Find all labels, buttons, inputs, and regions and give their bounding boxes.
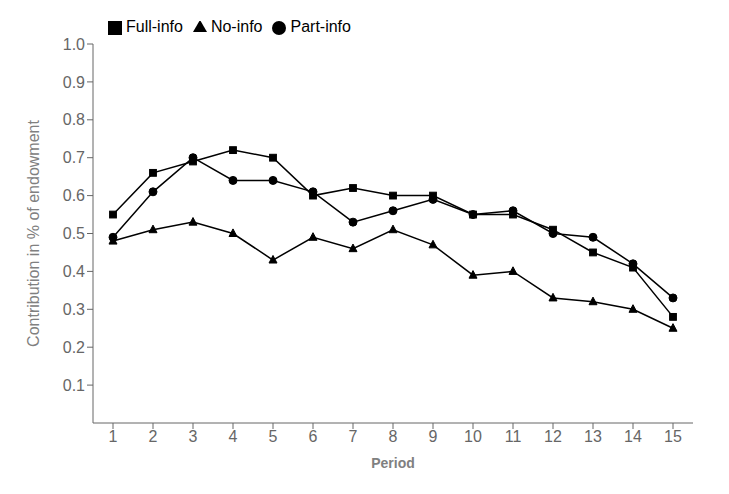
svg-text:Contribution in % of endowment: Contribution in % of endowment (25, 120, 42, 347)
svg-text:12: 12 (544, 428, 562, 445)
svg-text:8: 8 (389, 428, 398, 445)
svg-text:4: 4 (229, 428, 238, 445)
svg-text:10: 10 (464, 428, 482, 445)
svg-text:0.5: 0.5 (63, 225, 85, 242)
html-text:Part-info: Part-info (290, 18, 351, 35)
svg-text:0.8: 0.8 (63, 111, 85, 128)
svg-text:9: 9 (429, 428, 438, 445)
svg-text:Period: Period (371, 455, 415, 471)
svg-text:1.0: 1.0 (63, 36, 85, 53)
svg-text:2: 2 (149, 428, 158, 445)
svg-text:0.2: 0.2 (63, 339, 85, 356)
svg-text:0.3: 0.3 (63, 301, 85, 318)
html-text:Full-info: Full-info (126, 18, 183, 35)
svg-text:3: 3 (189, 428, 198, 445)
svg-text:13: 13 (584, 428, 602, 445)
svg-text:0.1: 0.1 (63, 377, 85, 394)
svg-text:1: 1 (109, 428, 118, 445)
svg-text:0.4: 0.4 (63, 263, 85, 280)
svg-text:7: 7 (349, 428, 358, 445)
svg-text:5: 5 (269, 428, 278, 445)
svg-text:0.6: 0.6 (63, 187, 85, 204)
svg-text:14: 14 (624, 428, 642, 445)
svg-text:11: 11 (505, 428, 522, 445)
svg-text:0.9: 0.9 (63, 74, 85, 91)
svg-text:6: 6 (309, 428, 318, 445)
svg-text:0.7: 0.7 (63, 149, 85, 166)
html-text:No-info: No-info (210, 18, 263, 35)
svg-text:15: 15 (664, 428, 682, 445)
